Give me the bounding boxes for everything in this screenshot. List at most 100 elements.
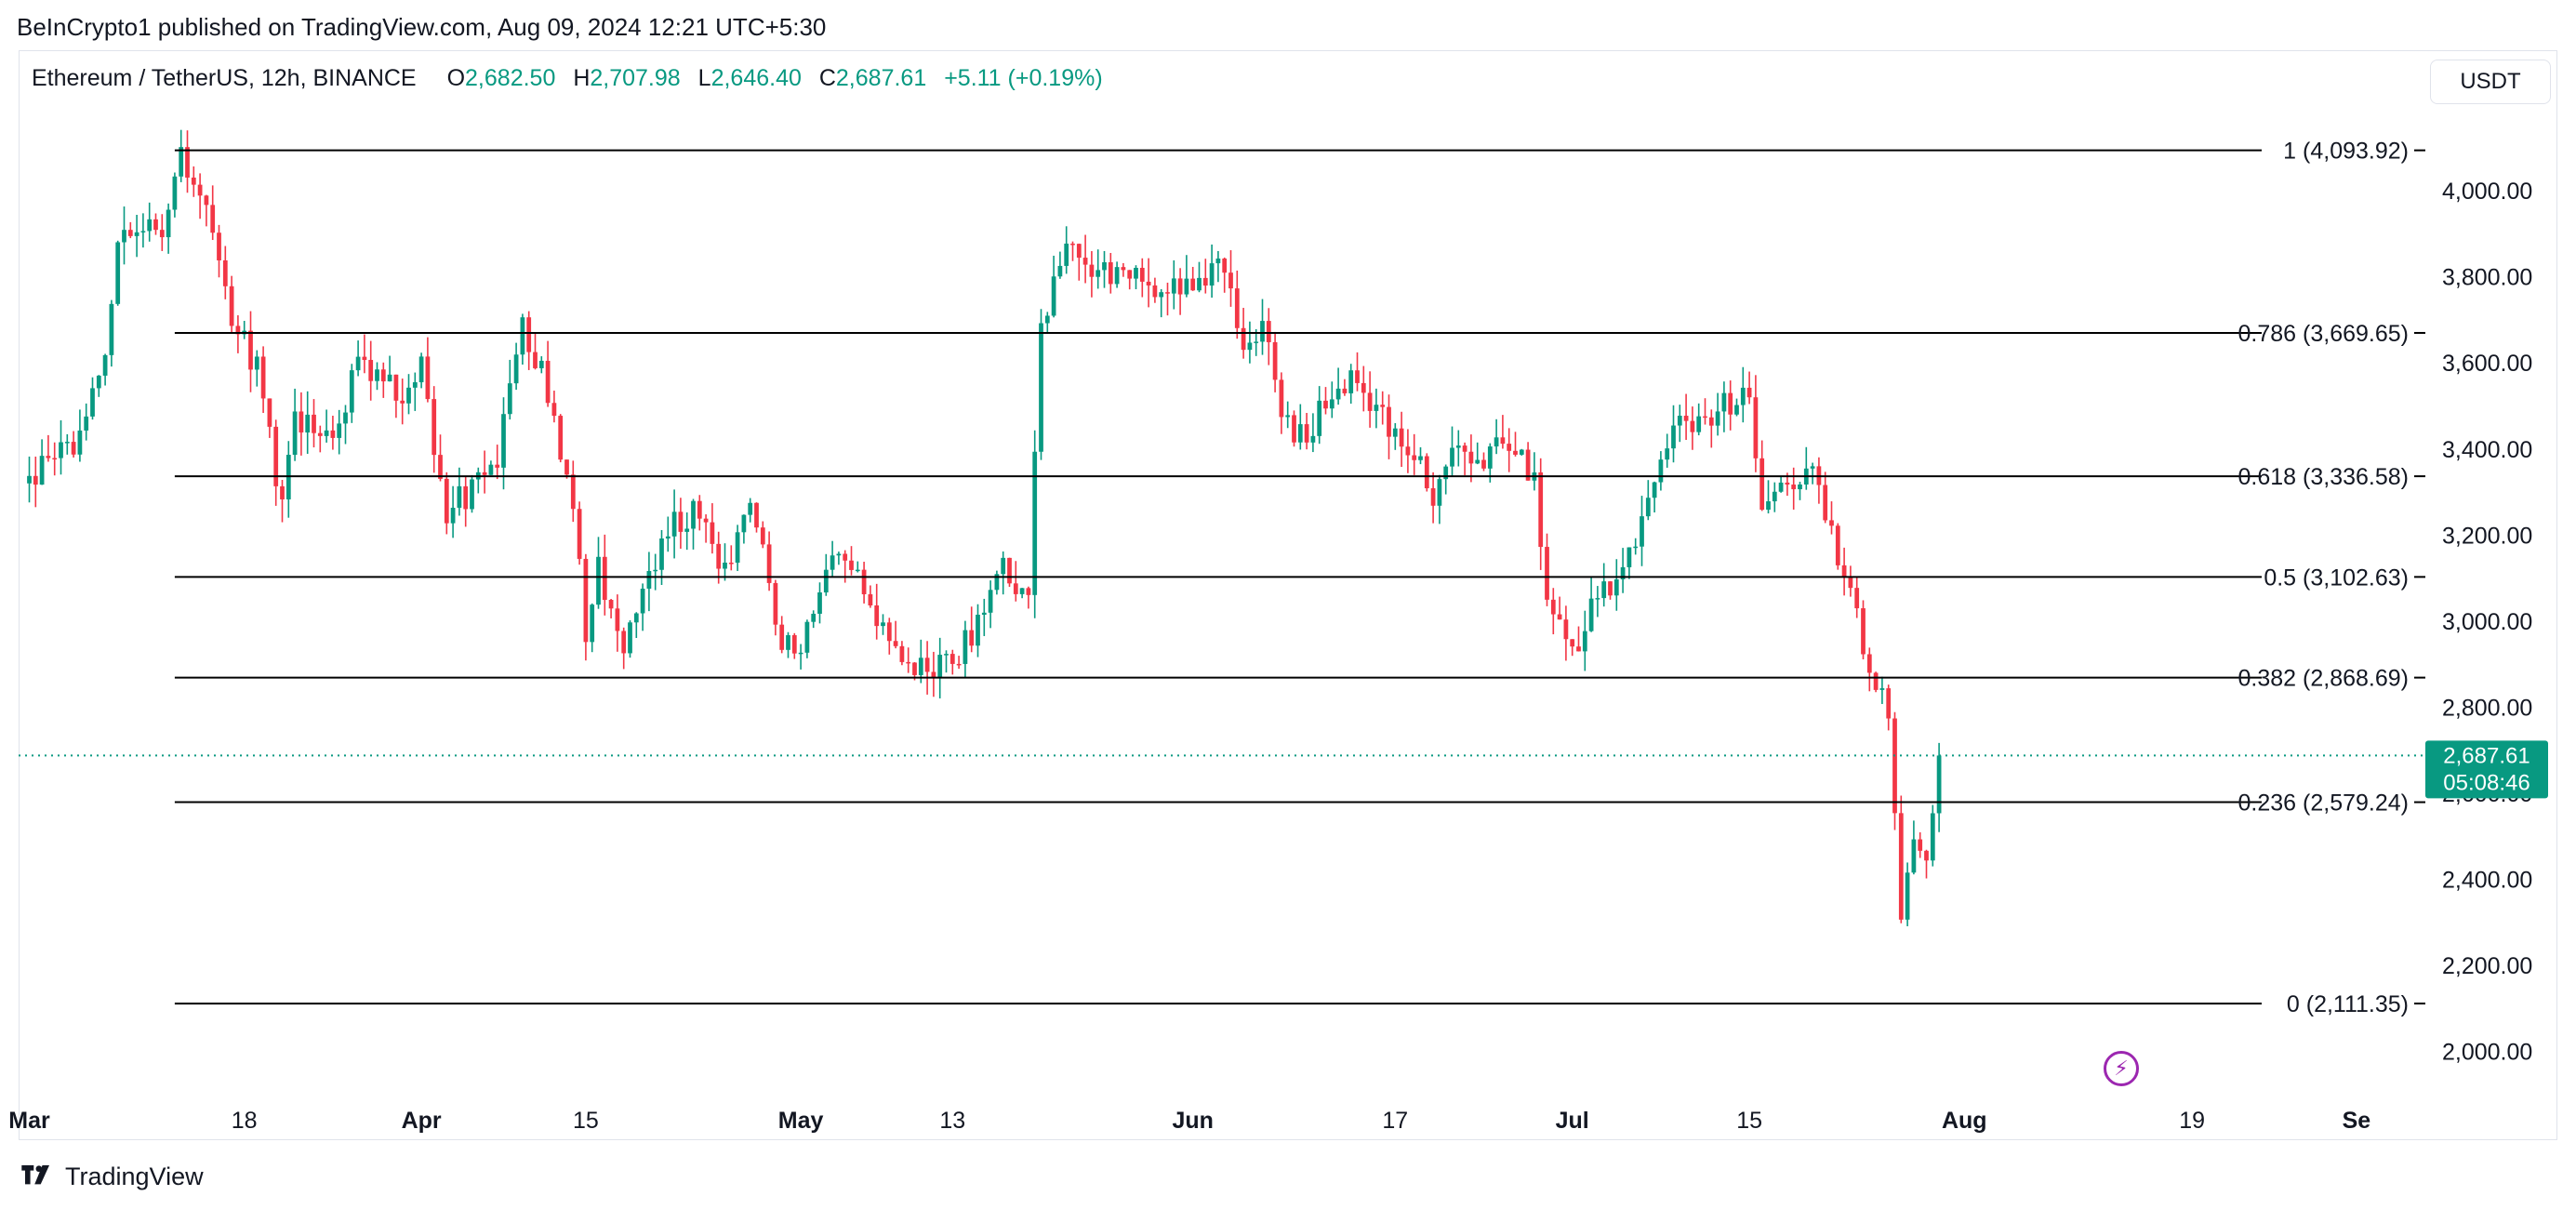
candle-body: [1108, 261, 1113, 285]
candle-body: [1266, 321, 1271, 342]
candle-body: [1703, 416, 1707, 418]
candle-body: [1595, 598, 1600, 600]
candle-body: [538, 360, 544, 368]
candle-body: [1924, 850, 1929, 861]
x-tick-label: 15: [1736, 1108, 1762, 1134]
candle-body: [1424, 456, 1429, 489]
candle-body: [1696, 416, 1702, 432]
candle-body: [1228, 272, 1233, 289]
candle-body: [1430, 488, 1436, 506]
candle-body: [577, 509, 582, 559]
candle-body: [1620, 566, 1626, 579]
fib-level-label: 0.236 (2,579.24): [2238, 790, 2409, 817]
candle-body: [1892, 718, 1897, 814]
candle-body: [1645, 498, 1651, 517]
candle-body: [1462, 445, 1467, 452]
candle-body: [185, 147, 190, 178]
candle-body: [1412, 455, 1417, 460]
candle-body: [134, 232, 139, 236]
candle-body: [1930, 813, 1935, 861]
change-value: +5.11 (+0.19%): [944, 65, 1103, 91]
candle-body: [1418, 456, 1423, 460]
candle-body: [393, 374, 399, 401]
candle-body: [728, 562, 734, 565]
candle-body: [1608, 581, 1613, 596]
candle-body: [39, 456, 45, 485]
candle-body: [1835, 525, 1840, 565]
candle-body: [1254, 341, 1259, 343]
candle-body: [1285, 415, 1291, 418]
candle-body: [1310, 435, 1316, 443]
candle-body: [1355, 370, 1360, 383]
candle-body: [52, 458, 58, 460]
candle-body: [564, 459, 569, 475]
candle-body: [140, 231, 146, 232]
candle-body: [1076, 244, 1082, 259]
candle-body: [210, 205, 216, 233]
tradingview-footer: TradingView: [17, 1162, 204, 1191]
candle-body: [748, 502, 753, 515]
x-tick-label: Se: [2343, 1108, 2371, 1134]
candle-body: [412, 382, 418, 388]
candle-body: [1475, 459, 1481, 464]
candle-body: [1437, 479, 1442, 506]
candle-body: [773, 582, 778, 625]
candle-body: [1911, 839, 1917, 873]
candle-body: [147, 219, 153, 232]
candle-body: [633, 613, 639, 623]
candle-body: [77, 430, 83, 455]
candle-body: [976, 614, 980, 646]
candle-body: [1215, 259, 1221, 264]
candle-body: [1001, 557, 1006, 575]
candle-body: [432, 399, 437, 456]
candle-body: [1455, 445, 1461, 448]
candle-body: [438, 455, 443, 479]
candle-body: [931, 671, 936, 678]
candle-body: [1519, 449, 1524, 455]
candle-body: [1374, 405, 1379, 411]
candle-body: [33, 475, 38, 485]
flash-icon[interactable]: ⚡: [2104, 1051, 2139, 1086]
candle-body: [1740, 387, 1746, 405]
candle-body: [981, 612, 987, 615]
candle-body: [1677, 416, 1682, 426]
candle-body: [1044, 315, 1050, 324]
candle-body: [1342, 388, 1348, 393]
candle-body: [1292, 415, 1296, 443]
y-tick-label: 3,400.00: [2442, 437, 2532, 463]
candle-body: [501, 414, 506, 468]
candle-body: [1392, 428, 1398, 437]
symbol-title[interactable]: Ethereum / TetherUS, 12h, BINANCE: [32, 65, 417, 91]
candle-body: [1652, 482, 1657, 498]
candle-body: [1753, 397, 1759, 458]
candle-body: [1405, 446, 1411, 456]
candle-body: [1494, 437, 1499, 447]
candle-body: [513, 354, 519, 384]
currency-button[interactable]: USDT: [2430, 60, 2551, 104]
candle-body: [596, 556, 601, 605]
candle-body: [899, 645, 905, 662]
candle-body: [1557, 614, 1562, 620]
high-value: 2,707.98: [590, 65, 681, 91]
x-tick-label: 13: [939, 1108, 965, 1134]
candle-body: [823, 569, 829, 592]
candle-body: [944, 654, 949, 656]
candle-body: [1380, 405, 1386, 407]
candle-body: [1683, 416, 1689, 421]
close-label: C: [818, 65, 836, 91]
x-tick-label: Jul: [1556, 1108, 1589, 1134]
candle-body: [273, 426, 279, 486]
candle-body: [678, 512, 684, 532]
candle-body: [533, 352, 538, 368]
candle-body: [1177, 278, 1183, 295]
candle-body: [1861, 608, 1866, 655]
candle-body: [590, 604, 595, 643]
candle-body: [779, 624, 785, 650]
low-value: 2,646.40: [710, 65, 802, 91]
y-tick-label: 3,200.00: [2442, 523, 2532, 549]
candle-body: [1545, 547, 1549, 600]
candle-body: [615, 608, 620, 631]
ohlc-legend: Ethereum / TetherUS, 12h, BINANCE O2,682…: [32, 65, 1103, 92]
candle-body: [1570, 639, 1575, 647]
